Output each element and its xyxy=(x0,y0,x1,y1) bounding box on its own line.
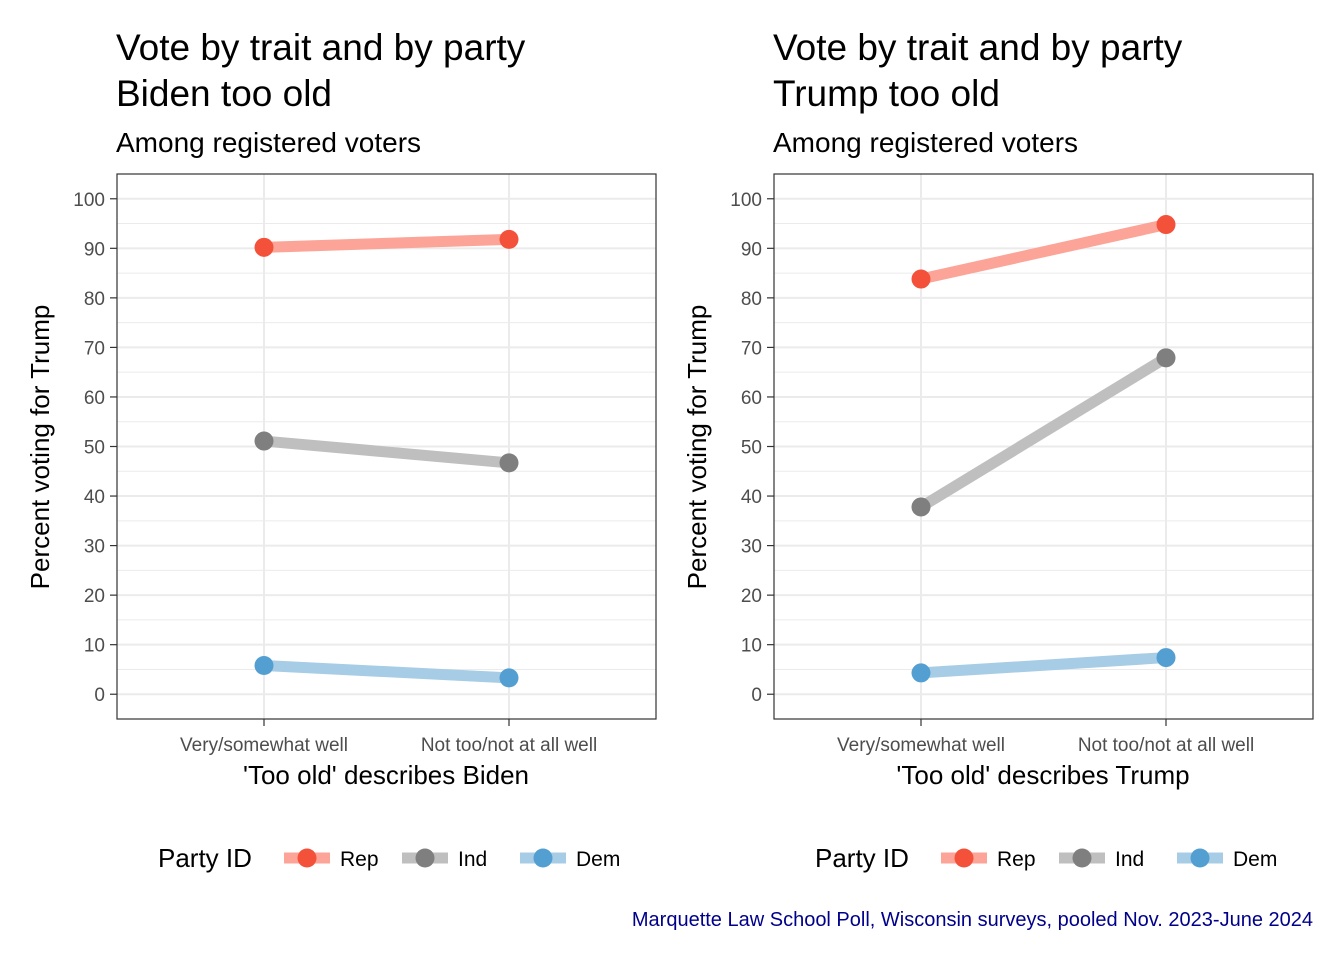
data-point-dem xyxy=(911,663,931,683)
data-point-dem xyxy=(499,668,519,688)
data-point-rep xyxy=(499,229,519,249)
legend-label: Dem xyxy=(576,848,620,871)
legend-title: Party ID xyxy=(158,843,252,873)
y-tick-label: 10 xyxy=(84,636,105,657)
series-line-rep xyxy=(919,219,1168,285)
chart-title-line2: Trump too old xyxy=(773,73,1000,114)
x-tick-label: Very/somewhat well xyxy=(837,735,1005,756)
data-point-rep xyxy=(911,269,931,289)
chart-title-line1: Vote by trait and by party xyxy=(116,27,526,68)
data-point-rep xyxy=(1156,215,1176,235)
plot-area: 0 10 20 30 40 50 60 70 80 90 100 Very/somewhat well… xyxy=(73,173,657,756)
series-line-ind xyxy=(263,435,510,469)
y-tick-label: 80 xyxy=(84,289,105,310)
data-point-dem xyxy=(254,655,274,675)
legend-key-point xyxy=(1072,848,1092,868)
x-tick-label: Not too/not at all well xyxy=(1078,735,1254,756)
legend-key-point xyxy=(415,848,435,868)
data-point-dem xyxy=(1156,648,1176,668)
chart-panel-biden: Vote by trait and by party Biden too old… xyxy=(25,27,657,873)
series-line-dem xyxy=(263,659,510,684)
chart-title-line1: Vote by trait and by party xyxy=(773,27,1183,68)
x-tick-label: Very/somewhat well xyxy=(180,735,348,756)
legend-title: Party ID xyxy=(815,843,909,873)
legend-label: Dem xyxy=(1233,848,1277,871)
y-tick-label: 20 xyxy=(741,586,762,607)
legend: Party ID Rep Ind Dem xyxy=(815,843,1277,873)
x-axis-title: 'Too old' describes Trump xyxy=(896,760,1189,790)
legend-key-point xyxy=(297,848,317,868)
data-point-ind xyxy=(1156,348,1176,368)
legend-key-point xyxy=(954,848,974,868)
x-tick-label: Not too/not at all well xyxy=(421,735,597,756)
y-tick-label: 90 xyxy=(741,239,762,260)
series-line-dem xyxy=(920,652,1167,679)
y-tick-label: 0 xyxy=(94,685,105,706)
data-point-ind xyxy=(911,497,931,517)
y-tick-label: 60 xyxy=(741,388,762,409)
legend-label: Ind xyxy=(1115,848,1144,871)
y-tick-label: 90 xyxy=(84,239,105,260)
caption: Marquette Law School Poll, Wisconsin sur… xyxy=(632,909,1313,931)
legend-label: Ind xyxy=(458,848,487,871)
series-line-rep xyxy=(263,233,510,253)
legend-label: Rep xyxy=(340,848,379,871)
y-axis-title: Percent voting for Trump xyxy=(682,305,712,590)
chart-panel-trump: Vote by trait and by party Trump too old… xyxy=(682,27,1314,873)
y-tick-label: 100 xyxy=(730,190,762,211)
y-tick-label: 60 xyxy=(84,388,105,409)
y-tick-label: 10 xyxy=(741,636,762,657)
plot-area: 0 10 20 30 40 50 60 70 80 90 100 Very/somewhat well… xyxy=(730,173,1314,756)
y-tick-label: 80 xyxy=(741,289,762,310)
y-tick-label: 30 xyxy=(741,537,762,558)
chart-subtitle: Among registered voters xyxy=(773,127,1078,158)
y-tick-label: 100 xyxy=(73,190,105,211)
series-line-ind xyxy=(918,353,1169,512)
y-tick-label: 30 xyxy=(84,537,105,558)
legend-label: Rep xyxy=(997,848,1036,871)
data-point-ind xyxy=(254,431,274,451)
legend-key-point xyxy=(1190,848,1210,868)
y-tick-label: 50 xyxy=(84,438,105,459)
legend-key-point xyxy=(533,848,553,868)
y-tick-label: 20 xyxy=(84,586,105,607)
y-tick-label: 50 xyxy=(741,438,762,459)
chart-title-line2: Biden too old xyxy=(116,73,332,114)
y-tick-label: 70 xyxy=(741,338,762,359)
legend: Party ID Rep Ind Dem xyxy=(158,843,620,873)
y-tick-label: 0 xyxy=(751,685,762,706)
chart-subtitle: Among registered voters xyxy=(116,127,421,158)
x-axis-title: 'Too old' describes Biden xyxy=(243,760,529,790)
y-tick-label: 40 xyxy=(741,487,762,508)
y-tick-label: 70 xyxy=(84,338,105,359)
y-axis-title: Percent voting for Trump xyxy=(25,305,55,590)
y-tick-label: 40 xyxy=(84,487,105,508)
data-point-rep xyxy=(254,237,274,257)
data-point-ind xyxy=(499,453,519,473)
